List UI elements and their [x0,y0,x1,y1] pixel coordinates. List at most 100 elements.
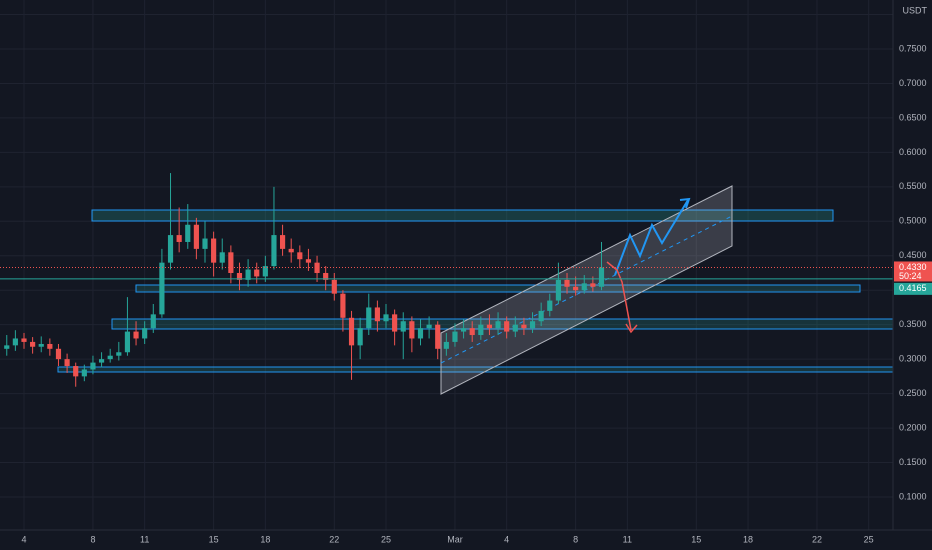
candle-body [12,338,18,346]
candle-body [107,355,113,360]
countdown-label: 50:24 [899,271,922,281]
candle-body [417,328,424,339]
candle-body [400,321,406,332]
candle-body [254,269,260,277]
candle-body [193,224,199,249]
x-tick-label: 15 [209,534,219,544]
candle-body [598,267,605,287]
candle-body [228,252,234,273]
candle-body [262,266,268,277]
y-tick-label: 0.1500 [899,457,927,467]
candle-body [435,324,441,349]
candle-body [38,343,44,347]
x-tick-label: Mar [447,534,463,544]
y-tick-label: 0.6000 [899,147,927,157]
candle-body [590,283,596,287]
candle-body [443,341,449,349]
x-tick-label: 22 [329,534,339,544]
candle-body [469,328,475,336]
x-tick-label: 4 [21,534,26,544]
candle-body [21,338,27,342]
candle-body [176,235,182,242]
candle-body [392,314,398,332]
x-tick-label: 18 [743,534,753,544]
candle-body [374,307,380,322]
bullish-path [614,199,689,276]
candles [4,173,605,387]
y-tick-label: 0.3000 [899,354,927,364]
candle-body [581,283,587,291]
candle-body [452,331,458,342]
candle-body [142,328,148,339]
candle-body [90,362,96,370]
bearish-path [606,261,632,331]
projection-arrows [606,197,691,334]
x-tick-label: 11 [623,534,632,544]
candle-body [167,235,174,263]
y-tick-label: 0.7500 [899,43,927,53]
currency-box [894,3,932,19]
candle-body [460,328,467,332]
y-tick-label: 0.4500 [899,250,927,260]
candle-body [116,352,122,356]
x-tick-label: 15 [691,534,701,544]
candle-body [159,262,165,315]
candle-body [271,235,277,267]
candle-body [512,324,518,332]
bid-price-label: 0.4165 [899,283,927,293]
candle-body [366,307,372,329]
x-tick-label: 8 [573,534,578,544]
candle-body [314,262,320,273]
candle-body [504,321,510,332]
candle-body [150,314,156,329]
y-tick-label: 0.5000 [899,216,927,226]
candle-body [4,345,10,349]
x-tick-label: 18 [260,534,270,544]
candle-body [538,310,544,322]
candle-body [564,279,570,287]
candle-body [64,359,70,367]
x-tick-label: 25 [381,534,391,544]
x-tick-label: 22 [812,534,822,544]
y-tick-label: 0.6500 [899,112,927,122]
candle-body [383,314,389,322]
candle-body [573,286,579,291]
quote-currency: USDT [903,5,928,15]
candle-body [495,321,501,329]
candle-body [547,300,553,311]
candle-body [55,348,62,360]
y-tick-label: 0.3500 [899,319,927,329]
support-zone [135,284,861,293]
candle-body [30,341,36,347]
candle-body [529,321,536,329]
candle-body [236,272,243,280]
candle-body [98,359,105,363]
candle-body [185,224,191,242]
candle-body [348,317,355,346]
y-tick-label: 0.1000 [899,491,927,501]
candle-body [219,252,225,263]
candle-body [521,324,527,329]
candle-body [305,259,312,263]
x-tick-label: 11 [140,534,149,544]
axes: 0.10000.15000.20000.25000.30000.35000.40… [21,9,932,544]
candle-body [279,235,286,249]
candle-body [81,369,87,377]
candle-body [73,366,79,377]
price-lines [0,266,893,280]
candle-body [555,279,561,301]
last-price-box [894,261,932,282]
candle-body [47,343,53,349]
candle-body [331,279,337,294]
candle-body [357,328,363,346]
candle-body [297,252,303,260]
resistance-zone [91,209,834,222]
candle-body [133,331,139,339]
candle-body [124,331,131,353]
candle-body [426,324,432,329]
candle-body [202,238,208,249]
y-tick-label: 0.5500 [899,181,927,191]
last-price-label: 0.4330 [899,262,927,272]
